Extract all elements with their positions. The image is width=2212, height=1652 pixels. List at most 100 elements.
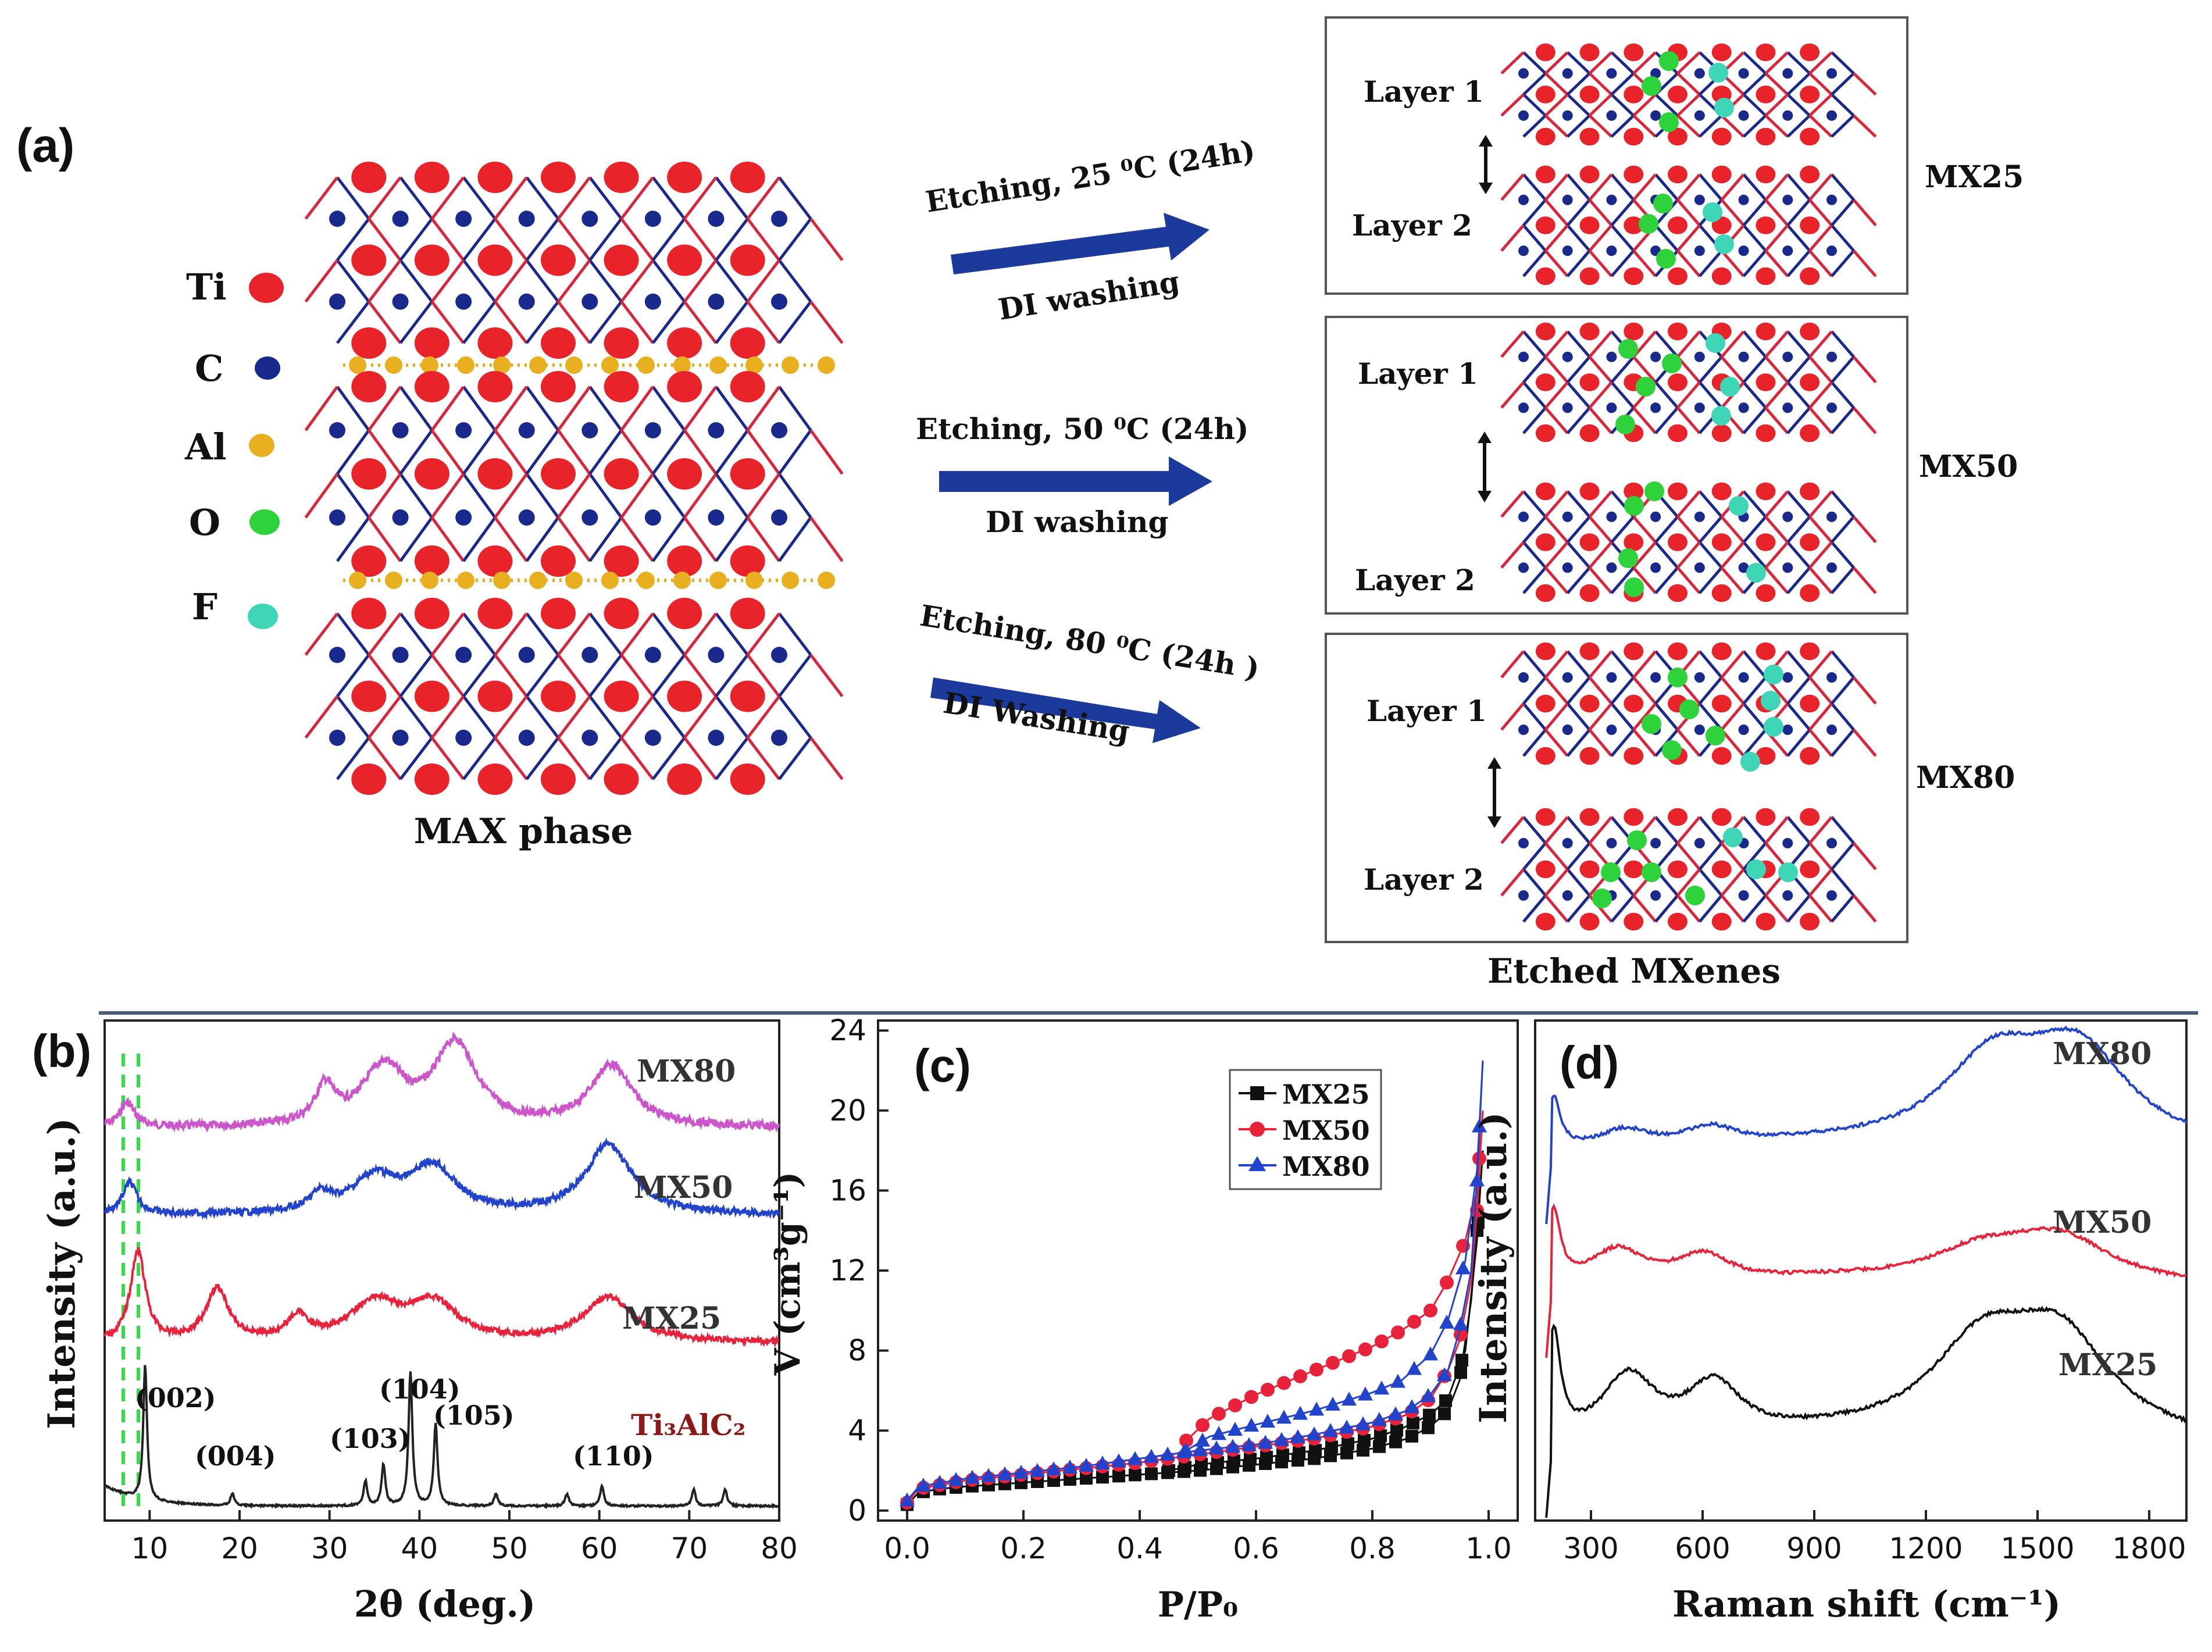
max-layer1-c-atom	[455, 210, 472, 227]
max-layer2-ti-atom	[414, 458, 449, 490]
box50-layer1-c-atom	[1562, 402, 1573, 413]
box80-layer1-ti-atom	[1711, 747, 1732, 765]
b-tick-label: 20	[221, 1532, 258, 1565]
box50-layer1-ti-atom	[1756, 373, 1776, 391]
c-legend-mx50-marker	[1250, 1122, 1265, 1137]
max-layer2-ti-atom	[541, 545, 576, 577]
isotherm-point-mx50	[1391, 1325, 1405, 1340]
al-atom	[818, 356, 835, 374]
max-layer2-ti-atom	[351, 371, 387, 402]
f-termination-atom	[1740, 752, 1760, 772]
isotherm-point-mx50	[1310, 1362, 1323, 1377]
box80-layer2-ti-atom	[1624, 912, 1644, 931]
max-layer3-ti-atom	[730, 598, 765, 629]
isotherm-point-mx25	[1454, 1366, 1467, 1379]
mx25-name: MX25	[1925, 159, 2024, 195]
isotherm-point-mx25	[1293, 1446, 1305, 1460]
mx80-name: MX80	[1916, 760, 2015, 795]
element-legend: Ti C Al O F	[184, 266, 284, 629]
isotherm-point-mx80	[1439, 1314, 1454, 1329]
max-layer3-ti-atom	[541, 763, 576, 795]
box50-layer2-c-atom	[1738, 562, 1749, 573]
box50-layer2-ti-atom	[1579, 584, 1600, 602]
b-xlabel: 2θ (deg.)	[354, 1583, 536, 1625]
max-layer2-ti-atom	[414, 545, 449, 577]
b-peak-110: (110)	[573, 1440, 654, 1472]
box50-layer2-ti-atom	[1624, 482, 1644, 501]
isotherm-point-mx80	[1309, 1401, 1324, 1416]
max-layer2-ti-atom	[604, 371, 639, 402]
box25-layer2-ti-atom	[1579, 216, 1600, 234]
max-layer3-ti-atom	[477, 680, 513, 712]
max-layer1-ti-atom	[477, 327, 513, 359]
max-layer2-c-atom	[708, 422, 725, 438]
o-termination-atom	[1685, 886, 1705, 905]
max-layer3-ti-atom	[667, 680, 702, 712]
max-layer3-ti-atom	[414, 763, 449, 795]
xrd-line-mx25	[104, 1247, 779, 1348]
isotherm-point-mx80	[1211, 1426, 1226, 1440]
isotherm-point-mx80	[1160, 1446, 1175, 1461]
isotherm-point-mx50	[1179, 1433, 1193, 1448]
box80-layer2-ti-atom	[1579, 860, 1600, 879]
max-layer2-ti-atom	[541, 371, 576, 402]
max-layer3-ti-atom	[541, 598, 576, 629]
f-termination-atom	[1764, 665, 1783, 684]
box25-layer2-ti-atom	[1711, 267, 1732, 286]
box25-layer1-ti-atom	[1624, 85, 1644, 104]
box80-layer2-c-atom	[1738, 890, 1749, 901]
box80-layer2-ti-atom	[1579, 912, 1600, 931]
box80-layer1-c-atom	[1738, 725, 1749, 735]
box80-layer2-c-atom	[1562, 890, 1573, 901]
box80-layer2-ti-atom	[1711, 808, 1732, 826]
box80-layer2-ti-atom	[1668, 912, 1687, 931]
isotherm-point-mx50	[1196, 1418, 1210, 1432]
f-termination-atom	[1706, 333, 1725, 353]
max-layer1-ti-atom	[604, 327, 639, 359]
isotherm-point-mx50	[1472, 1151, 1486, 1166]
max-layer2-c-atom	[518, 509, 535, 526]
arrow-50-bottom-text: DI washing	[986, 505, 1168, 539]
max-layer3-c-atom	[329, 647, 345, 663]
panel-a-label: (a)	[16, 119, 74, 172]
box50-layer1-c-atom	[1738, 402, 1749, 413]
al-atom	[782, 356, 799, 374]
al-atom	[601, 356, 619, 374]
box25-layer1-c-atom	[1518, 110, 1529, 121]
isotherm-point-mx50	[1261, 1383, 1275, 1397]
max-layer3-c-atom	[392, 729, 409, 746]
al-atom	[637, 572, 655, 589]
isotherm-point-mx80	[1030, 1462, 1045, 1477]
isotherm-point-mx80	[932, 1475, 947, 1489]
isotherm-point-mx80	[1342, 1391, 1357, 1406]
o-termination-atom	[1642, 76, 1661, 96]
o-termination-atom	[1624, 577, 1644, 597]
max-layer2-ti-atom	[541, 458, 576, 490]
b-label-mx80: MX80	[637, 1054, 736, 1089]
box80-layer2-ti-atom	[1800, 912, 1820, 931]
isotherm-point-mx50	[1244, 1390, 1258, 1404]
max-layer3-ti-atom	[667, 598, 702, 629]
box80-layer2-ti-atom	[1535, 912, 1555, 931]
isotherm-point-mx80	[916, 1478, 931, 1492]
box25-layer2-ti-atom	[1800, 267, 1820, 286]
box25-layer1-ti-atom	[1579, 127, 1600, 146]
legend-f-swatch	[248, 604, 278, 629]
arrow-shape-50	[939, 456, 1212, 506]
box80-layer2-c-atom	[1826, 890, 1837, 901]
box25-layer2-ti-atom	[1668, 267, 1687, 286]
legend-f-label: F	[192, 586, 217, 628]
b-tick-label: 80	[761, 1532, 798, 1565]
box25-layer2-ti-atom	[1579, 267, 1600, 286]
isotherm-point-mx25	[1325, 1440, 1338, 1454]
box80-layer2-c-atom	[1694, 838, 1705, 848]
o-termination-atom	[1624, 496, 1644, 516]
isotherm-point-mx25	[1407, 1416, 1419, 1430]
mxene-box-mx25: Layer 1 Layer 2 MX25	[1325, 16, 2024, 295]
b-tick-label: 70	[671, 1532, 708, 1565]
box50-layer2-ti-atom	[1668, 482, 1687, 501]
isotherm-point-mx80	[1244, 1417, 1259, 1432]
c-y-tick-label: 12	[829, 1254, 866, 1287]
box80-layer1-c-atom	[1518, 672, 1529, 683]
